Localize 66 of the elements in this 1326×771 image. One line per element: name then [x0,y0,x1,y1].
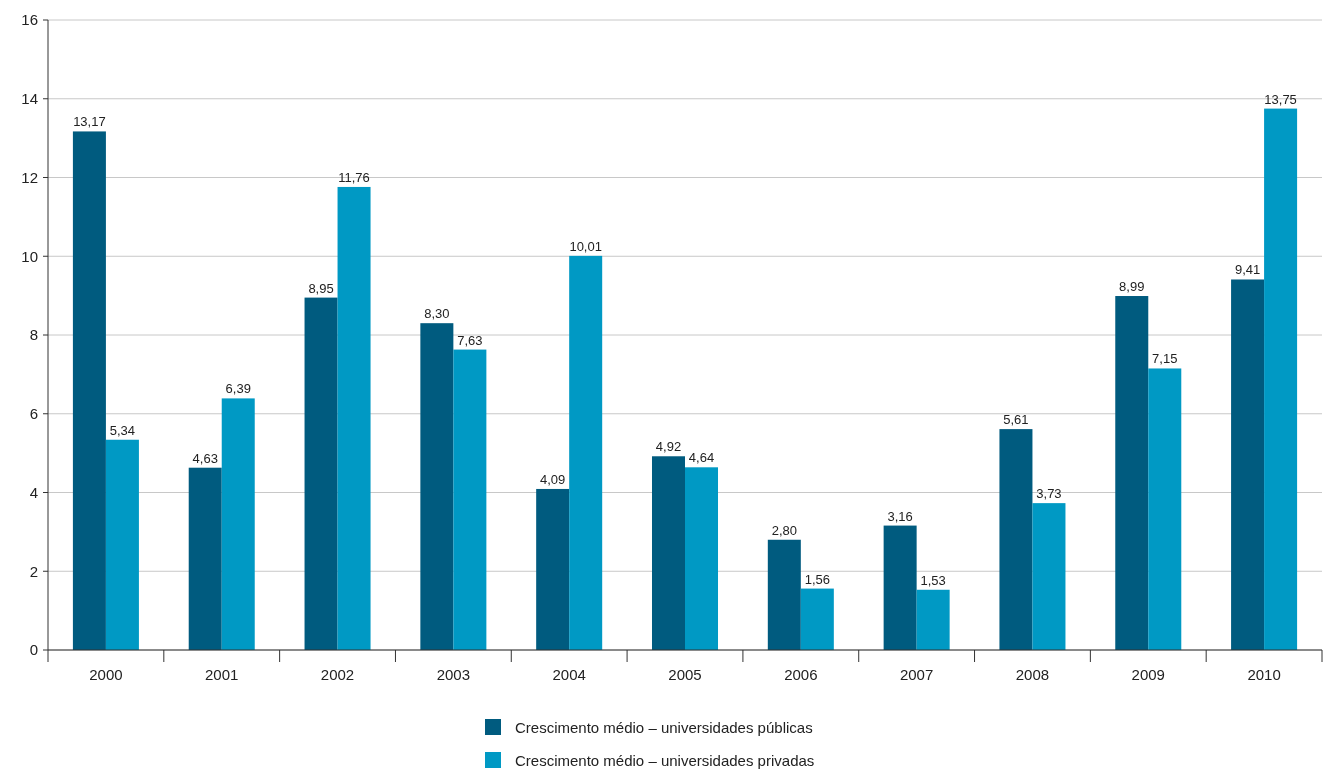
data-label: 4,09 [540,471,566,487]
data-label: 3,73 [1036,486,1062,502]
y-tick-label: 14 [21,90,38,107]
bar [420,323,454,650]
x-tick-label: 2002 [320,666,355,683]
x-tick-label: 2009 [1131,666,1165,683]
bar [304,297,338,650]
y-tick-label: 6 [29,405,38,422]
data-label: 2,80 [771,522,797,538]
y-tick-label: 8 [29,326,38,344]
bar [916,589,950,650]
data-label: 8,99 [1119,279,1145,295]
bar [105,439,139,650]
data-label: 9,41 [1234,262,1261,278]
data-label: 13,75 [1264,91,1297,107]
data-label: 4,63 [192,450,218,466]
data-label: 8,95 [308,280,334,296]
legend-label: Crescimento médio – universidades privadas [515,752,815,770]
x-tick-label: 2010 [1247,666,1281,683]
bar [685,467,719,650]
bar [188,467,222,650]
y-tick-label: 2 [29,562,38,580]
bar [883,525,917,650]
data-label: 13,17 [73,114,106,130]
bar [221,398,255,650]
bar [1148,368,1182,650]
bar [1231,279,1265,650]
bar [800,588,834,650]
x-tick-label: 2008 [1015,666,1050,683]
y-tick-label: 0 [29,641,38,659]
x-tick-label: 2000 [89,666,123,683]
y-tick-label: 10 [21,247,38,265]
data-label: 4,64 [688,450,715,466]
data-label: 7,63 [457,332,483,348]
bar [536,488,570,650]
bar [651,456,685,650]
bar [72,131,106,650]
y-tick-label: 4 [29,483,38,501]
bar [337,186,371,650]
x-tick-label: 2004 [552,666,586,683]
bar [569,255,603,650]
y-tick-label: 16 [21,11,38,29]
x-tick-label: 2005 [668,666,702,683]
x-tick-label: 2001 [205,666,239,683]
bar [1115,296,1149,650]
legend-label: Crescimento médio – universidades públicas [515,719,813,737]
data-label: 4,92 [655,439,682,455]
x-tick-label: 2007 [899,666,934,683]
data-label: 10,01 [569,238,602,254]
data-label: 8,30 [424,306,450,322]
bar [1032,503,1066,650]
data-label: 3,16 [887,508,913,524]
x-tick-label: 2006 [784,666,818,683]
data-label: 5,34 [109,422,136,438]
data-label: 6,39 [225,381,251,397]
data-label: 5,61 [1003,412,1029,428]
bar [453,349,487,650]
y-tick-label: 12 [21,168,38,186]
data-label: 7,15 [1152,351,1178,367]
data-label: 1,53 [920,572,946,588]
data-label: 11,76 [338,169,370,185]
x-tick-label: 2003 [436,666,471,683]
data-label: 1,56 [804,571,830,587]
bar [767,539,801,650]
bar [1264,108,1298,650]
bar [999,429,1033,650]
